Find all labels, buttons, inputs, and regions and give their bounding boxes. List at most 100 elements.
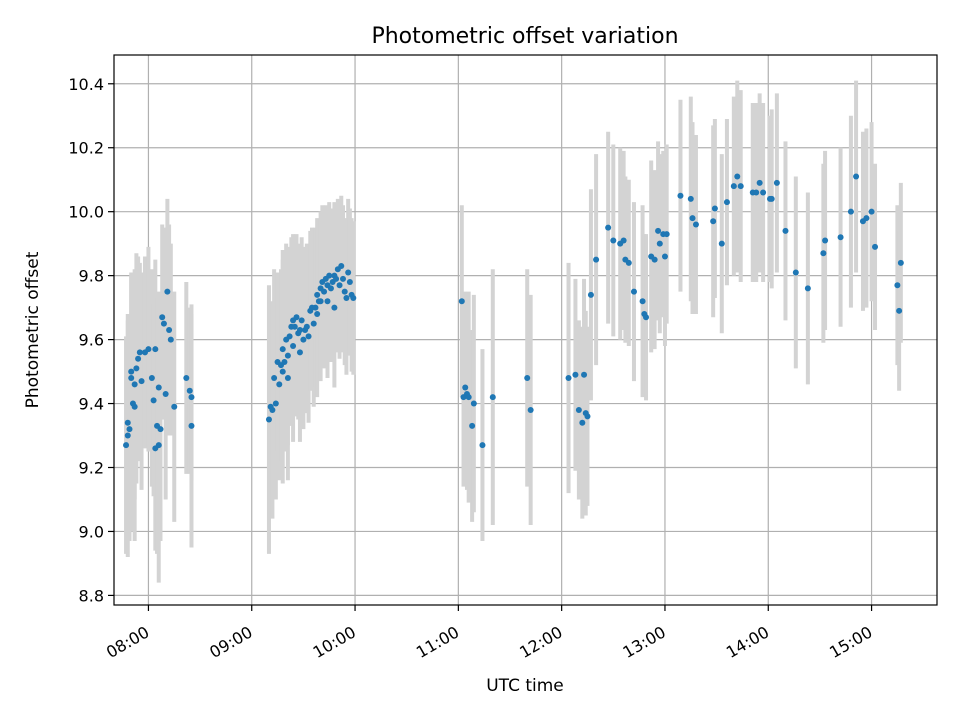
- data-point: [465, 394, 472, 401]
- data-point: [458, 298, 465, 305]
- data-point: [656, 240, 663, 247]
- data-point: [773, 179, 780, 186]
- data-point: [527, 406, 534, 413]
- data-point: [620, 237, 627, 244]
- y-axis-label: Photometric offset: [23, 251, 43, 408]
- data-point: [336, 282, 343, 289]
- data-point: [123, 442, 130, 449]
- axes-frame: [113, 54, 938, 606]
- data-points: [123, 173, 904, 452]
- y-tick-label: 9.4: [79, 395, 104, 414]
- data-point: [687, 195, 694, 202]
- y-axis-ticks: 8.8 9.0 9.2 9.4 9.6 9.8 10.0 10.2 10.4: [68, 75, 114, 605]
- data-point: [279, 346, 286, 353]
- data-point: [470, 400, 477, 407]
- data-point: [661, 253, 668, 260]
- data-point: [296, 349, 303, 356]
- data-point: [760, 189, 767, 196]
- data-point: [651, 256, 658, 263]
- data-point: [792, 269, 799, 276]
- data-point: [312, 304, 319, 311]
- data-point: [663, 231, 670, 238]
- data-point: [338, 263, 345, 270]
- data-point: [138, 378, 145, 385]
- data-point: [303, 323, 310, 330]
- data-point: [575, 406, 582, 413]
- data-point: [131, 381, 138, 388]
- data-point: [159, 314, 166, 321]
- data-point: [124, 432, 131, 439]
- data-point: [820, 250, 827, 257]
- data-point: [152, 346, 159, 353]
- data-point: [135, 355, 142, 362]
- data-point: [341, 288, 348, 295]
- data-point: [298, 317, 305, 324]
- data-point: [155, 384, 162, 391]
- data-point: [136, 349, 143, 356]
- data-point: [296, 327, 303, 333]
- data-point: [271, 374, 278, 381]
- data-point: [692, 221, 699, 228]
- data-point: [630, 288, 637, 295]
- data-point: [462, 384, 469, 391]
- data-point: [581, 371, 588, 378]
- data-point: [324, 298, 331, 305]
- data-point: [321, 288, 328, 295]
- data-point: [863, 215, 870, 222]
- y-tick-label: 10.0: [68, 203, 104, 222]
- data-point: [150, 397, 157, 404]
- data-point: [148, 374, 155, 381]
- y-tick-label: 9.0: [79, 522, 104, 541]
- y-tick-label: 10.2: [68, 139, 104, 158]
- data-point: [279, 368, 286, 375]
- data-point: [188, 394, 195, 401]
- data-point: [331, 304, 338, 311]
- data-point: [272, 400, 279, 407]
- data-point: [730, 183, 737, 190]
- data-point: [314, 291, 321, 298]
- y-tick-label: 9.8: [79, 267, 104, 286]
- data-point: [584, 413, 591, 420]
- data-point: [565, 374, 572, 381]
- data-point: [128, 368, 135, 375]
- data-point: [128, 374, 135, 381]
- data-point: [804, 285, 811, 292]
- y-tick-label: 9.2: [79, 459, 104, 478]
- data-point: [183, 374, 190, 381]
- data-point: [639, 298, 646, 305]
- data-point: [734, 173, 741, 180]
- data-point: [524, 374, 531, 381]
- data-point: [345, 269, 352, 276]
- x-axis-label: UTC time: [486, 676, 564, 696]
- data-point: [837, 234, 844, 241]
- chart-title: Photometric offset variation: [371, 24, 678, 49]
- data-point: [605, 224, 612, 231]
- data-point: [587, 291, 594, 298]
- data-point: [145, 346, 152, 353]
- data-point: [162, 390, 169, 397]
- data-point: [317, 298, 324, 305]
- data-point: [293, 314, 300, 321]
- data-point: [737, 183, 744, 190]
- data-point: [126, 426, 133, 433]
- data-point: [300, 336, 307, 343]
- data-point: [284, 352, 291, 359]
- data-point: [333, 275, 340, 282]
- data-point: [314, 311, 321, 318]
- data-point: [723, 199, 730, 206]
- data-point: [894, 282, 901, 289]
- data-point: [290, 342, 297, 349]
- data-point: [768, 195, 775, 202]
- data-point: [479, 442, 486, 449]
- data-point: [281, 358, 288, 365]
- data-point: [276, 381, 283, 388]
- data-point: [327, 285, 334, 292]
- y-tick-label: 9.6: [79, 331, 104, 350]
- data-point: [718, 240, 725, 247]
- data-point: [265, 416, 272, 423]
- data-point: [689, 215, 696, 222]
- data-point: [643, 314, 650, 321]
- data-point: [753, 189, 760, 196]
- data-point: [339, 275, 346, 282]
